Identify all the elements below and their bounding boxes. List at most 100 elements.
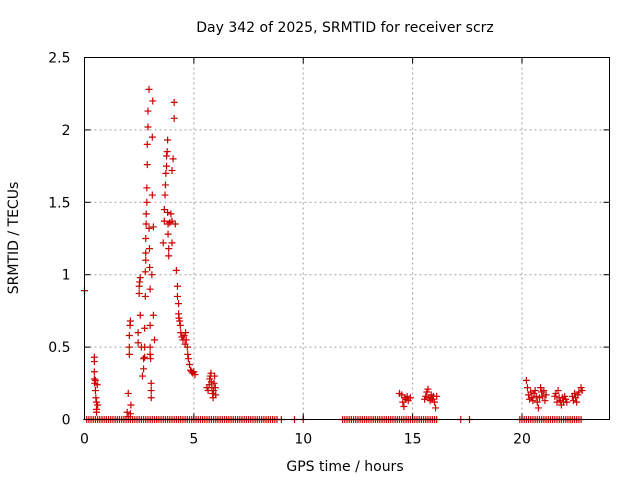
data-point bbox=[94, 401, 102, 409]
data-point bbox=[184, 350, 192, 358]
grid bbox=[84, 57, 610, 420]
plot-frame bbox=[84, 57, 610, 420]
x-tick-label: 0 bbox=[80, 432, 89, 448]
data-point bbox=[532, 392, 540, 400]
data-point bbox=[151, 336, 158, 344]
data-point bbox=[186, 360, 193, 368]
data-point bbox=[176, 317, 184, 325]
data-point bbox=[183, 343, 191, 351]
data-point bbox=[541, 397, 549, 405]
data-point bbox=[148, 191, 156, 199]
data-point bbox=[93, 408, 101, 416]
data-point bbox=[422, 392, 430, 400]
data-point bbox=[406, 394, 414, 402]
data-point bbox=[424, 385, 432, 393]
data-point bbox=[554, 387, 562, 395]
data-point bbox=[172, 266, 180, 274]
x-tick-label: 5 bbox=[189, 432, 198, 448]
data-point bbox=[523, 384, 531, 392]
data-point bbox=[148, 133, 156, 141]
data-point bbox=[432, 404, 440, 412]
data-point bbox=[534, 404, 542, 412]
y-tick-label: 1.5 bbox=[48, 195, 70, 211]
y-tick-label: 1 bbox=[62, 268, 71, 284]
data-point bbox=[134, 339, 142, 347]
data-point bbox=[143, 184, 151, 192]
data-point bbox=[143, 140, 151, 148]
data-point bbox=[125, 332, 133, 340]
data-point bbox=[542, 391, 550, 399]
data-point bbox=[92, 394, 100, 402]
data-point bbox=[143, 198, 151, 206]
data-point bbox=[142, 256, 150, 264]
data-point bbox=[211, 384, 219, 392]
chart-title: Day 342 of 2025, SRMTID for receiver scr… bbox=[196, 20, 494, 36]
y-tick-label: 2 bbox=[62, 123, 71, 139]
data-point bbox=[527, 388, 535, 396]
data-point bbox=[170, 114, 178, 122]
data-point bbox=[433, 392, 441, 400]
y-tick-label: 2.5 bbox=[48, 51, 70, 67]
data-point bbox=[145, 224, 153, 232]
data-point bbox=[134, 329, 142, 337]
data-point bbox=[141, 353, 149, 361]
data-point bbox=[161, 191, 169, 199]
data-point bbox=[149, 311, 157, 319]
data-point bbox=[136, 278, 144, 286]
x-tick-label: 15 bbox=[404, 432, 422, 448]
data-point bbox=[159, 239, 167, 247]
data-point bbox=[168, 239, 176, 247]
data-point bbox=[136, 274, 144, 282]
data-point bbox=[145, 85, 153, 93]
data-point bbox=[141, 268, 149, 276]
data-point bbox=[125, 350, 133, 358]
data-point bbox=[141, 324, 149, 332]
data-point bbox=[148, 271, 156, 279]
data-point bbox=[210, 379, 218, 387]
data-point bbox=[182, 336, 190, 344]
data-point bbox=[138, 372, 146, 380]
data-point bbox=[144, 107, 152, 115]
data-point bbox=[143, 161, 151, 169]
data-point bbox=[164, 208, 172, 216]
axis-ticks bbox=[84, 57, 610, 420]
data-point bbox=[563, 398, 571, 406]
data-point bbox=[207, 369, 215, 377]
data-point bbox=[533, 398, 541, 406]
data-point bbox=[403, 392, 411, 400]
data-point bbox=[123, 408, 131, 416]
data-point bbox=[90, 368, 98, 376]
data-point bbox=[164, 136, 172, 144]
data-point bbox=[168, 166, 176, 174]
data-point bbox=[145, 245, 153, 253]
data-point bbox=[126, 317, 134, 325]
data-point bbox=[211, 372, 219, 380]
data-point bbox=[529, 397, 537, 405]
data-point bbox=[93, 381, 101, 389]
data-point bbox=[160, 217, 168, 225]
data-point bbox=[142, 249, 150, 257]
data-point bbox=[125, 343, 133, 351]
y-tick-label: 0 bbox=[62, 413, 71, 429]
data-point bbox=[184, 355, 192, 363]
data-point bbox=[176, 321, 184, 329]
data-point bbox=[578, 387, 586, 395]
data-point bbox=[147, 355, 155, 363]
data-point bbox=[146, 343, 154, 351]
data-point bbox=[573, 398, 581, 406]
x-axis-label: GPS time / hours bbox=[286, 459, 403, 475]
data-point bbox=[146, 285, 154, 293]
data-point bbox=[91, 376, 99, 384]
y-tick-label: 0.5 bbox=[48, 340, 70, 356]
data-point bbox=[146, 321, 154, 329]
data-point bbox=[161, 181, 169, 189]
data-point bbox=[169, 155, 177, 163]
data-point bbox=[164, 230, 172, 238]
x-tick-label: 20 bbox=[513, 432, 531, 448]
data-point bbox=[144, 123, 152, 131]
data-point bbox=[575, 388, 583, 396]
x-tick-label: 10 bbox=[294, 432, 312, 448]
data-point bbox=[191, 371, 199, 379]
data-point bbox=[147, 387, 155, 395]
